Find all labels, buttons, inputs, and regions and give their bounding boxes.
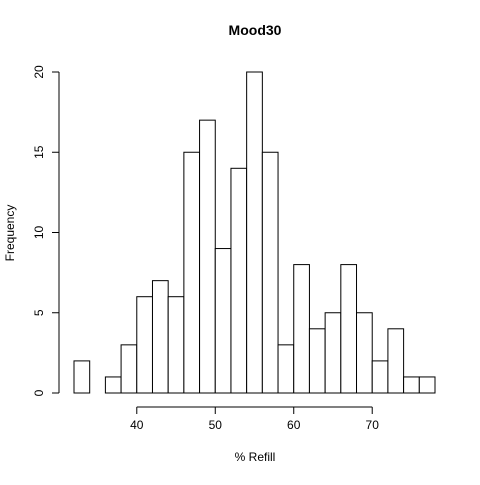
bars-group	[73, 71, 436, 394]
y-tick-label: 5	[32, 309, 46, 316]
histogram-bar	[151, 280, 169, 394]
histogram-bar	[308, 328, 326, 394]
y-tick-label: 15	[32, 145, 46, 159]
x-axis-label: % Refill	[235, 450, 276, 464]
y-tick-label: 10	[32, 226, 46, 240]
histogram-bar	[340, 264, 358, 394]
histogram-bar	[104, 376, 122, 394]
chart-title: Mood30	[229, 22, 282, 38]
histogram-bar	[293, 264, 310, 394]
x-tick-label: 40	[130, 418, 144, 432]
histogram-bar	[230, 167, 248, 394]
histogram-bar	[261, 151, 279, 394]
histogram-bar	[199, 119, 216, 394]
y-tick-label: 0	[32, 389, 46, 396]
histogram-bar	[418, 376, 436, 394]
histogram-bar	[73, 360, 91, 394]
histogram-bar	[120, 344, 138, 394]
y-axis-label: Frequency	[3, 205, 17, 262]
y-axis: 0 5 10 15 20	[32, 65, 60, 396]
histogram-bar	[214, 248, 232, 394]
y-tick-label: 20	[32, 65, 46, 79]
histogram-bar	[371, 360, 389, 394]
histogram-bar	[356, 312, 373, 394]
histogram-bar	[167, 296, 185, 394]
histogram-bar	[387, 328, 405, 394]
histogram-bar	[183, 151, 201, 394]
x-tick-label: 70	[366, 418, 380, 432]
x-tick-label: 60	[287, 418, 301, 432]
histogram-bar	[403, 376, 420, 394]
x-axis: 40 50 60 70	[130, 406, 380, 432]
histogram-bar	[324, 312, 342, 394]
x-tick-label: 50	[209, 418, 223, 432]
histogram-bar	[277, 344, 295, 394]
histogram-bar	[136, 296, 153, 394]
histogram-bar	[246, 71, 263, 394]
